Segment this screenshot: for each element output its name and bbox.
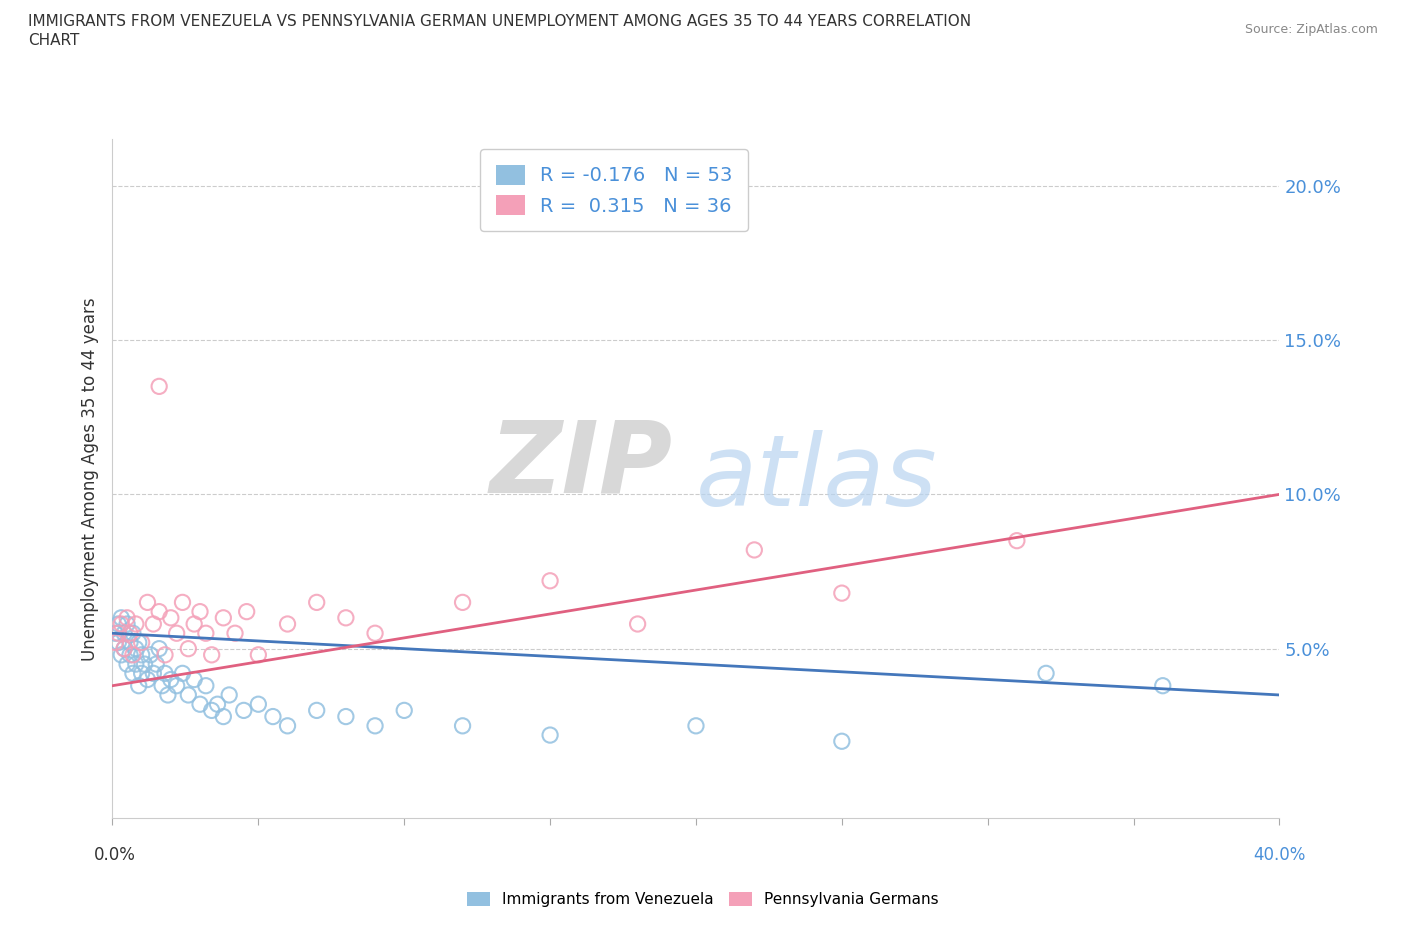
Point bbox=[112, 642, 135, 657]
Point bbox=[247, 697, 270, 711]
Point bbox=[104, 626, 127, 641]
Point bbox=[183, 617, 205, 631]
Point bbox=[364, 718, 387, 733]
Point bbox=[150, 678, 173, 693]
Point bbox=[156, 687, 179, 702]
Point bbox=[142, 617, 165, 631]
Y-axis label: Unemployment Among Ages 35 to 44 years: Unemployment Among Ages 35 to 44 years bbox=[80, 298, 98, 660]
Point bbox=[194, 626, 217, 641]
Text: 40.0%: 40.0% bbox=[1253, 846, 1306, 864]
Point bbox=[685, 718, 707, 733]
Point bbox=[232, 703, 254, 718]
Point bbox=[247, 647, 270, 662]
Point bbox=[364, 626, 387, 641]
Point bbox=[392, 703, 416, 718]
Text: IMMIGRANTS FROM VENEZUELA VS PENNSYLVANIA GERMAN UNEMPLOYMENT AMONG AGES 35 TO 4: IMMIGRANTS FROM VENEZUELA VS PENNSYLVANI… bbox=[28, 14, 972, 29]
Point bbox=[145, 657, 167, 671]
Point bbox=[276, 718, 298, 733]
Point bbox=[166, 626, 188, 641]
Point bbox=[451, 595, 474, 610]
Point bbox=[115, 617, 138, 631]
Point bbox=[122, 666, 145, 681]
Point bbox=[110, 617, 132, 631]
Point bbox=[110, 610, 132, 625]
Text: Source: ZipAtlas.com: Source: ZipAtlas.com bbox=[1244, 23, 1378, 36]
Point bbox=[538, 573, 561, 589]
Point bbox=[104, 635, 127, 650]
Point bbox=[125, 642, 148, 657]
Point bbox=[188, 697, 211, 711]
Point bbox=[224, 626, 246, 641]
Point bbox=[177, 642, 200, 657]
Point bbox=[1035, 666, 1057, 681]
Point bbox=[125, 657, 148, 671]
Point bbox=[305, 703, 328, 718]
Point bbox=[112, 626, 135, 641]
Point bbox=[177, 687, 200, 702]
Point bbox=[128, 635, 150, 650]
Point bbox=[1005, 533, 1028, 548]
Point bbox=[276, 617, 298, 631]
Point bbox=[335, 610, 357, 625]
Point bbox=[262, 709, 284, 724]
Point bbox=[172, 595, 194, 610]
Point bbox=[153, 647, 176, 662]
Point bbox=[136, 672, 159, 687]
Point bbox=[148, 642, 170, 657]
Legend: Immigrants from Venezuela, Pennsylvania Germans: Immigrants from Venezuela, Pennsylvania … bbox=[461, 885, 945, 913]
Point bbox=[194, 678, 217, 693]
Point bbox=[188, 604, 211, 619]
Point bbox=[125, 617, 148, 631]
Point bbox=[122, 626, 145, 641]
Point bbox=[201, 703, 224, 718]
Point bbox=[107, 635, 129, 650]
Text: 0.0%: 0.0% bbox=[94, 846, 136, 864]
Point bbox=[115, 610, 138, 625]
Point bbox=[160, 610, 183, 625]
Point bbox=[538, 727, 561, 742]
Point bbox=[201, 647, 224, 662]
Point bbox=[136, 595, 159, 610]
Point bbox=[131, 635, 153, 650]
Point bbox=[153, 666, 176, 681]
Point bbox=[131, 666, 153, 681]
Point bbox=[131, 647, 153, 662]
Point bbox=[212, 610, 235, 625]
Text: ZIP: ZIP bbox=[489, 417, 672, 514]
Point bbox=[305, 595, 328, 610]
Point bbox=[451, 718, 474, 733]
Point bbox=[160, 672, 183, 687]
Point bbox=[134, 657, 156, 671]
Point bbox=[1152, 678, 1174, 693]
Point bbox=[128, 678, 150, 693]
Text: atlas: atlas bbox=[696, 431, 938, 527]
Point bbox=[166, 678, 188, 693]
Point bbox=[118, 626, 141, 641]
Point bbox=[626, 617, 648, 631]
Text: CHART: CHART bbox=[28, 33, 80, 47]
Point bbox=[218, 687, 240, 702]
Point bbox=[335, 709, 357, 724]
Point bbox=[118, 635, 141, 650]
Point bbox=[742, 542, 765, 557]
Point bbox=[172, 666, 194, 681]
Point bbox=[122, 647, 145, 662]
Point bbox=[235, 604, 257, 619]
Point bbox=[107, 617, 129, 631]
Point bbox=[139, 647, 162, 662]
Point bbox=[831, 586, 853, 601]
Point bbox=[118, 647, 141, 662]
Point bbox=[207, 697, 229, 711]
Point bbox=[831, 734, 853, 749]
Point bbox=[112, 642, 135, 657]
Point bbox=[183, 672, 205, 687]
Point bbox=[148, 379, 170, 393]
Point bbox=[148, 604, 170, 619]
Point bbox=[212, 709, 235, 724]
Point bbox=[107, 626, 129, 641]
Point bbox=[115, 657, 138, 671]
Point bbox=[142, 666, 165, 681]
Point bbox=[110, 647, 132, 662]
Legend: R = -0.176   N = 53, R =  0.315   N = 36: R = -0.176 N = 53, R = 0.315 N = 36 bbox=[481, 149, 748, 232]
